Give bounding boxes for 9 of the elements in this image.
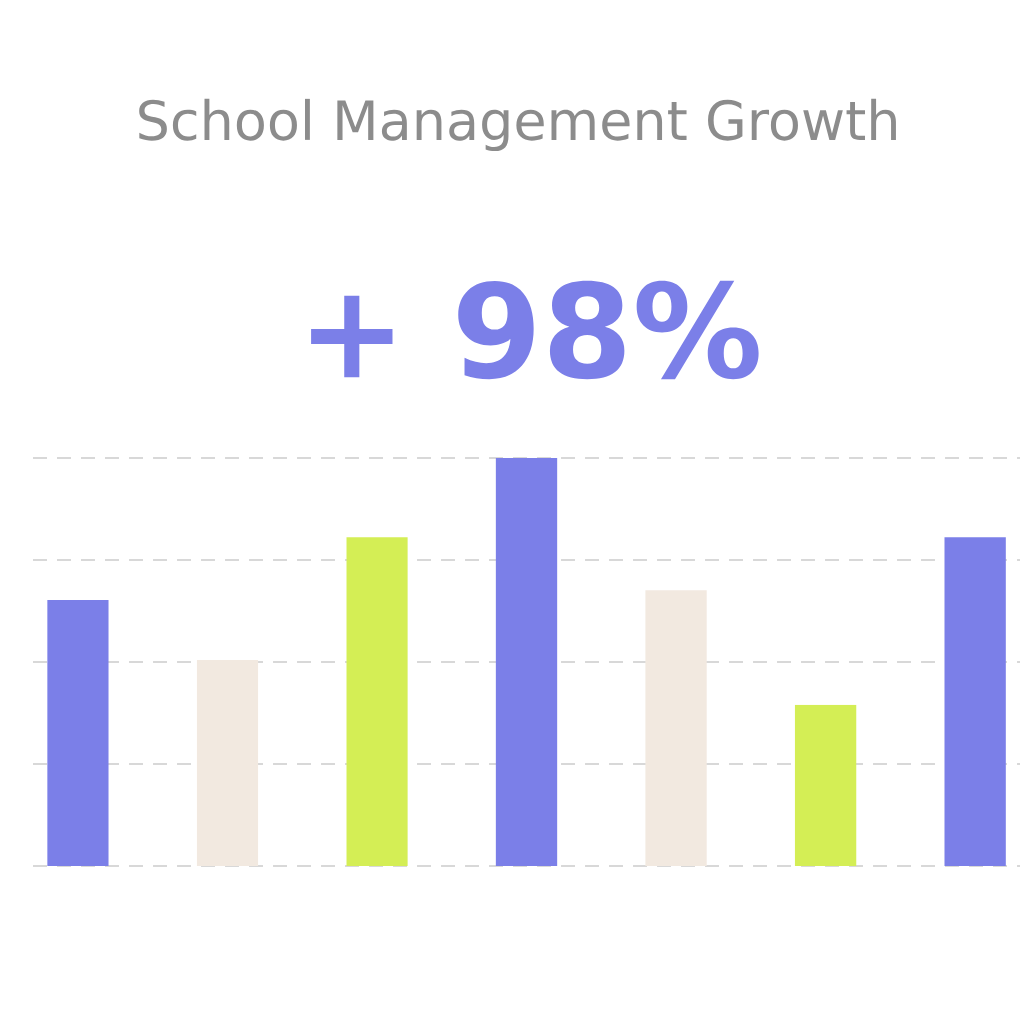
bar bbox=[645, 590, 707, 866]
bar bbox=[495, 457, 558, 866]
bar bbox=[196, 659, 259, 866]
bar bbox=[346, 537, 408, 866]
bar bbox=[944, 537, 1006, 866]
text: + 98% bbox=[311, 280, 759, 380]
bar bbox=[794, 704, 857, 866]
chart-title: School Management Growth bbox=[139, 98, 896, 152]
bar bbox=[47, 599, 109, 866]
